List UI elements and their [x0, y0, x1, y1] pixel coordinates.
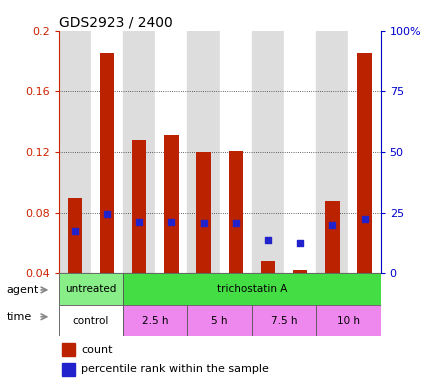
- Text: 5 h: 5 h: [211, 316, 227, 326]
- Text: agent: agent: [7, 285, 39, 295]
- Bar: [123, 31, 155, 273]
- Bar: [123, 273, 380, 305]
- Bar: [316, 31, 348, 273]
- Bar: [251, 31, 283, 273]
- Text: control: control: [72, 316, 109, 326]
- Bar: [283, 31, 316, 273]
- Text: 7.5 h: 7.5 h: [270, 316, 296, 326]
- Bar: [196, 152, 210, 273]
- Bar: [356, 53, 371, 273]
- Bar: [324, 200, 339, 273]
- Point: [135, 219, 142, 225]
- Point: [200, 220, 207, 227]
- Text: percentile rank within the sample: percentile rank within the sample: [81, 364, 269, 374]
- Bar: [164, 136, 178, 273]
- Bar: [123, 305, 187, 336]
- Point: [360, 216, 367, 222]
- Bar: [187, 31, 219, 273]
- Bar: [155, 31, 187, 273]
- Bar: [260, 261, 275, 273]
- Point: [264, 237, 271, 243]
- Bar: [219, 31, 251, 273]
- Bar: [59, 273, 123, 305]
- Point: [168, 219, 174, 225]
- Bar: [292, 270, 307, 273]
- Bar: [99, 53, 114, 273]
- Text: untreated: untreated: [65, 284, 116, 294]
- Point: [328, 222, 335, 228]
- Bar: [59, 305, 123, 336]
- Text: trichostatin A: trichostatin A: [216, 284, 286, 294]
- Point: [103, 211, 110, 217]
- Text: count: count: [81, 344, 112, 354]
- Bar: [91, 31, 123, 273]
- Bar: [251, 305, 316, 336]
- Bar: [62, 362, 75, 376]
- Text: 2.5 h: 2.5 h: [142, 316, 168, 326]
- Bar: [132, 140, 146, 273]
- Bar: [62, 343, 75, 356]
- Text: 10 h: 10 h: [336, 316, 359, 326]
- Bar: [187, 305, 251, 336]
- Bar: [348, 31, 380, 273]
- Bar: [59, 31, 91, 273]
- Point: [71, 228, 78, 234]
- Bar: [67, 197, 82, 273]
- Point: [296, 240, 303, 246]
- Text: time: time: [7, 312, 32, 322]
- Bar: [228, 151, 243, 273]
- Bar: [316, 305, 380, 336]
- Text: GDS2923 / 2400: GDS2923 / 2400: [59, 16, 172, 30]
- Point: [232, 220, 239, 227]
